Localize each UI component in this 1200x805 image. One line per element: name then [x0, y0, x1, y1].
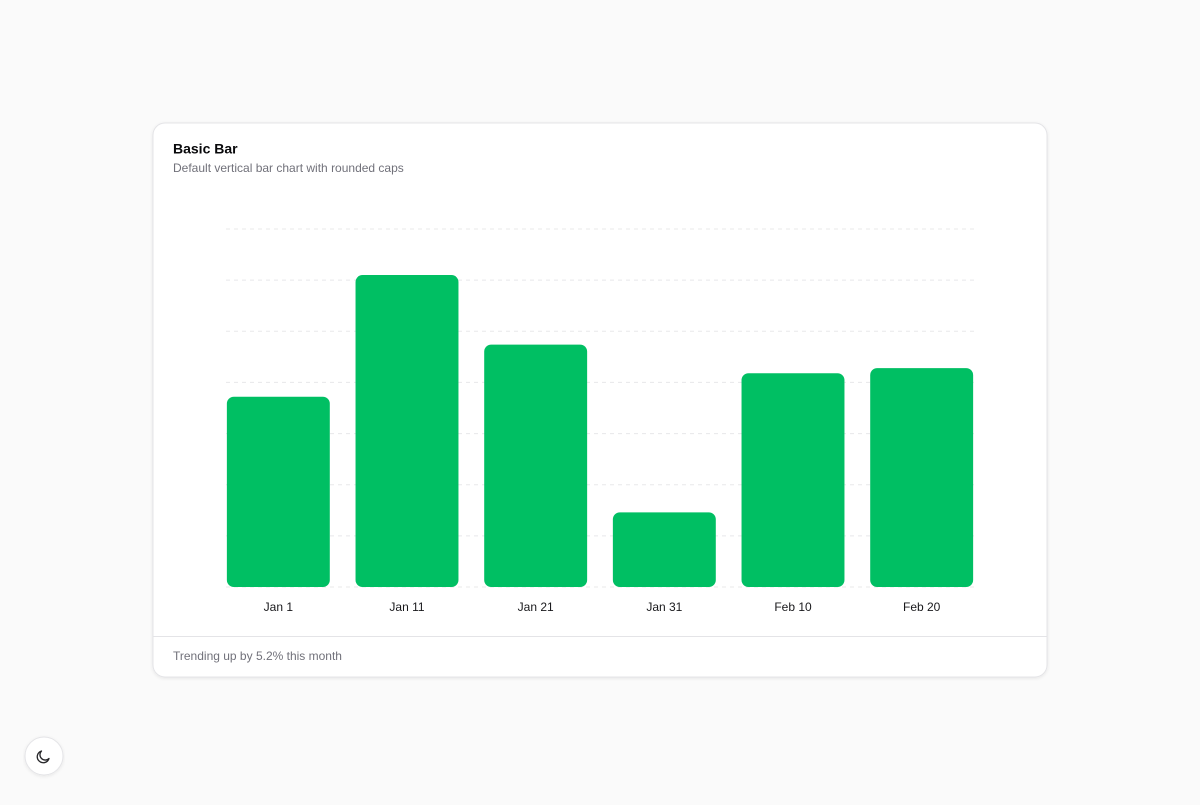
bar [612, 512, 716, 587]
bar [226, 396, 330, 587]
theme-toggle[interactable] [24, 736, 64, 776]
x-tick-label: Feb 10 [774, 600, 812, 614]
toggle-button[interactable] [24, 736, 64, 776]
x-tick-label: Jan 11 [389, 600, 424, 614]
bar [870, 368, 974, 587]
x-tick-label: Jan 21 [518, 600, 554, 614]
x-tick-label: Jan 31 [646, 600, 682, 614]
chart-subtitle: Default vertical bar chart with rounded … [173, 161, 404, 175]
footer-text: Trending up by 5.2% this month [173, 649, 342, 663]
bar [484, 344, 588, 587]
chart-title: Basic Bar [173, 141, 238, 157]
moon-icon [36, 750, 50, 764]
bar [741, 373, 845, 587]
x-tick-label: Jan 1 [264, 600, 294, 614]
x-tick-label: Feb 20 [903, 600, 941, 614]
bar [355, 275, 459, 587]
